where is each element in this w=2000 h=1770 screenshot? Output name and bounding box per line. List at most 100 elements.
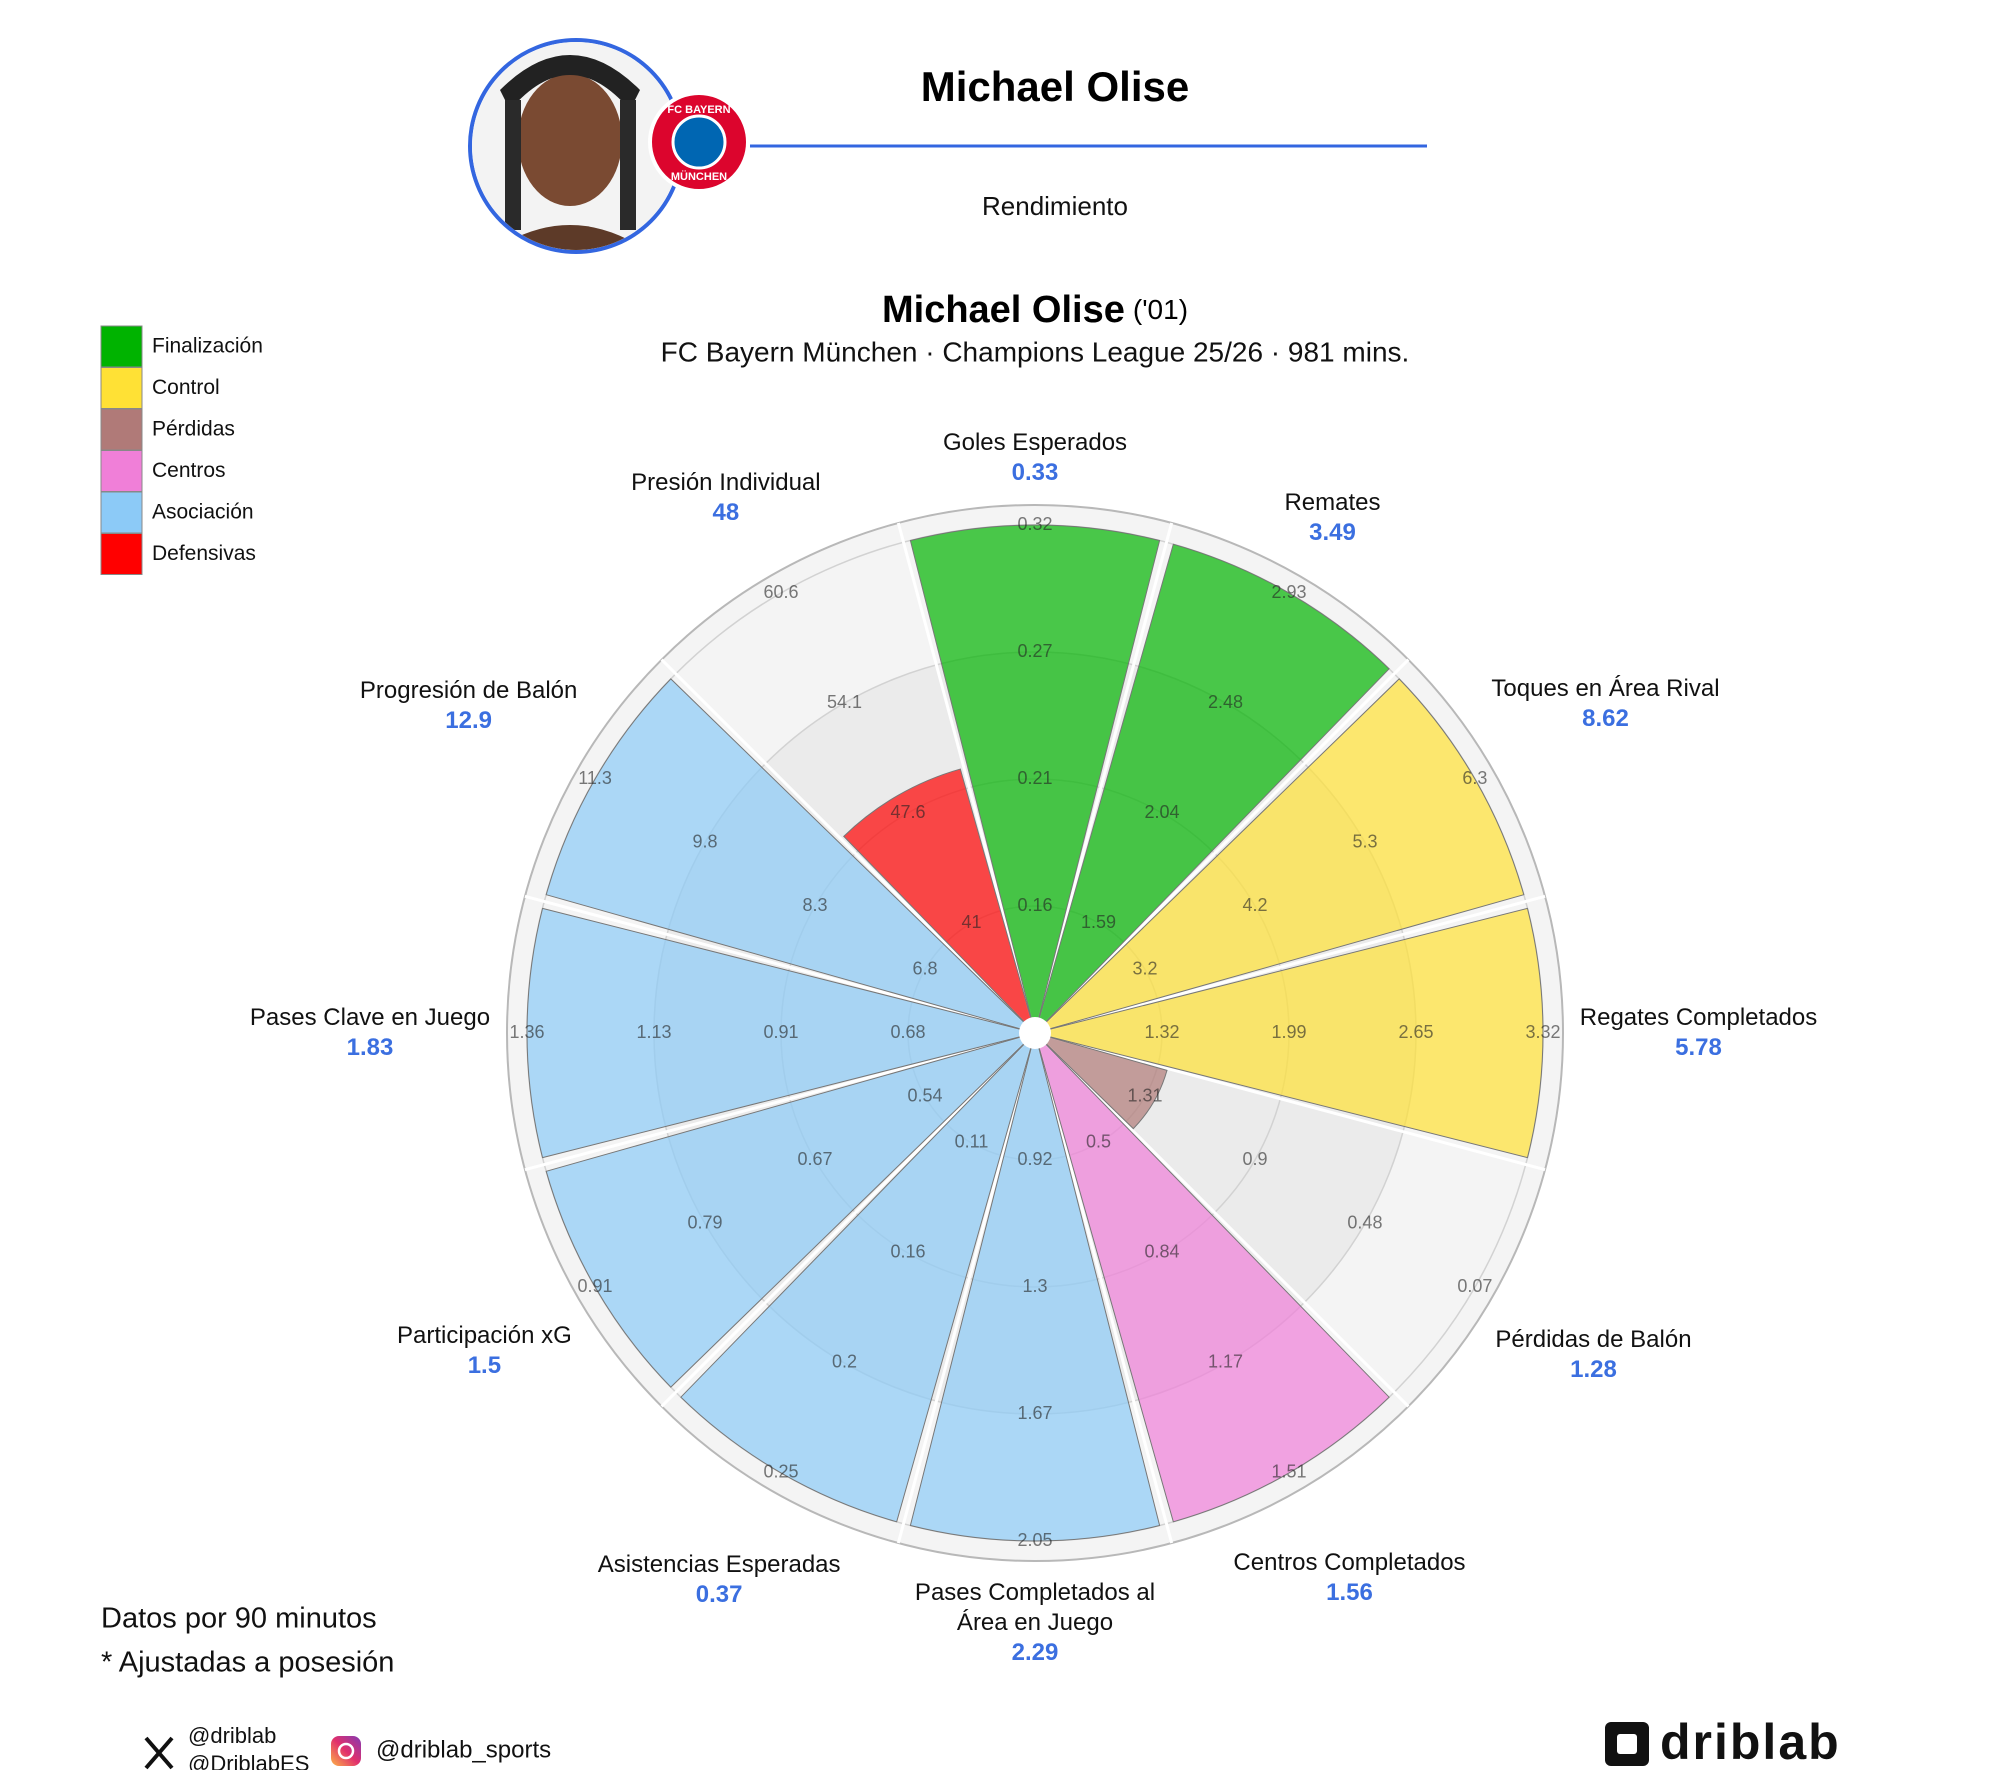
metric-name: Asistencias Esperadas <box>597 1551 841 1579</box>
spoke <box>660 1031 1037 1408</box>
header-name: Michael Olise <box>921 63 1189 110</box>
bar <box>1034 543 1390 1034</box>
segment-tick-label: 0.2 <box>832 1352 857 1372</box>
segment-tick-label: 0.16 <box>890 1242 925 1262</box>
segment-tick-label: 54.1 <box>827 692 862 712</box>
metric-label: Asistencias Esperadas 0.37 <box>598 1550 841 1610</box>
metric-label: Regates Completados 5.78 <box>1580 1003 1817 1063</box>
legend-label: Finalización <box>152 335 263 358</box>
segment-tick-label: 8.3 <box>803 895 828 915</box>
metric-name: Regates Completados <box>1579 1004 1818 1031</box>
segment-tick-label: 2.93 <box>1271 582 1306 602</box>
segment-tick-label: 1.31 <box>1127 1085 1162 1105</box>
segment-tick-label: 0.84 <box>1144 1242 1179 1262</box>
segment-tick-label: 2.48 <box>1208 692 1243 712</box>
metric-name: Pases Clave en Juego <box>249 1004 491 1031</box>
header-section: Rendimiento <box>982 191 1128 221</box>
instagram-handle: @driblab_sports <box>376 1736 551 1763</box>
metric-label: Remates 3.49 <box>1284 488 1380 548</box>
metric-label: Toques en Área Rival 8.62 <box>1491 674 1719 734</box>
metric-label: Progresión de Balón 12.9 <box>360 676 577 736</box>
metric-label: Goles Esperados 0.33 <box>943 428 1127 488</box>
metric-value: 0.37 <box>695 1581 743 1609</box>
spoke <box>1033 522 1174 1034</box>
metric-value: 1.83 <box>346 1034 394 1061</box>
segment-tick-label: 9.8 <box>693 831 718 851</box>
segment-tick-label: 1.17 <box>1208 1352 1243 1372</box>
spoke <box>524 894 1036 1035</box>
segment-tick-label: 1.51 <box>1271 1462 1306 1482</box>
metric-label: Centros Completados 1.56 <box>1233 1548 1465 1608</box>
segment-tick-label: 1.59 <box>1081 912 1116 932</box>
center-hole <box>1019 1017 1051 1049</box>
metric-name: Centros Completados <box>1233 1548 1466 1576</box>
badge-text: FC BAYERN <box>667 104 730 116</box>
metric-value: 3.49 <box>1309 518 1356 546</box>
legend-swatch <box>100 367 143 409</box>
segment-tick-label: 2.65 <box>1398 1022 1433 1042</box>
spoke <box>1033 1032 1174 1544</box>
bar <box>545 678 1036 1034</box>
metric-name: Pérdidas de Balón <box>1495 1326 1692 1354</box>
chart-title-group: Michael Olise ('01) <box>882 289 1188 331</box>
chart-title: Michael Olise <box>882 289 1125 331</box>
segment-tick-label: 0.27 <box>1017 641 1052 661</box>
bar <box>909 1032 1161 1542</box>
bar <box>1034 1032 1168 1130</box>
metric-name: Toques en Área Rival <box>1491 674 1720 702</box>
legend-swatch <box>100 450 143 492</box>
x-handle: @DriblabES <box>188 1751 309 1770</box>
spoke <box>1033 1031 1410 1408</box>
note: * Ajustadas a posesión <box>101 1647 394 1679</box>
spoke <box>896 1032 1037 1544</box>
bar <box>909 524 1161 1034</box>
segment-tick-label: 0.07 <box>1457 1276 1492 1296</box>
segment-tick-label: 3.2 <box>1132 958 1157 978</box>
segment-tick-label: 0.48 <box>1347 1212 1382 1232</box>
metric-label: Presión Individual 48 <box>631 468 820 528</box>
segment-tick-label: 0.91 <box>763 1022 798 1042</box>
segment-tick-label: 0.25 <box>763 1462 798 1482</box>
legend-swatch <box>100 491 143 534</box>
spoke <box>1034 1031 1546 1172</box>
metric-name: Progresión de Balón <box>359 677 578 705</box>
segment-tick-label: 0.5 <box>1086 1132 1111 1152</box>
metric-name: Presión Individual <box>631 468 821 496</box>
brand: driblab <box>1660 1714 1841 1770</box>
segment-tick-label: 0.11 <box>955 1132 989 1152</box>
metric-value: 8.62 <box>1582 704 1629 732</box>
metric-value: 5.78 <box>1675 1034 1722 1061</box>
x-icon <box>144 1736 174 1770</box>
bar <box>545 1032 1036 1388</box>
bar <box>843 768 1036 1034</box>
metric-label: Pérdidas de Balón 1.28 <box>1495 1325 1691 1385</box>
segment-tick-label: 0.21 <box>1017 768 1052 788</box>
spoke <box>896 522 1037 1034</box>
plot: Finalización Control Pérdidas Centros Asocia… <box>100 325 1564 1562</box>
player-photo <box>472 42 680 250</box>
metric-label: Pases Completados al Área en Juego 2.29 <box>915 1578 1155 1668</box>
metric-name: Participación xG <box>397 1321 572 1349</box>
legend-swatch <box>100 325 143 368</box>
legend-label: Pérdidas <box>152 418 235 441</box>
legend-label: Defensivas <box>152 542 256 565</box>
instagram-icon-lens <box>337 1742 355 1760</box>
metric-value: 12.9 <box>445 707 492 735</box>
badge-text: MÜNCHEN <box>671 170 727 183</box>
segment-tick-label: 0.68 <box>890 1022 925 1042</box>
segment-tick-label: 6.8 <box>912 958 937 978</box>
segment-tick-label: 1.13 <box>636 1022 671 1042</box>
metric-value: 1.5 <box>467 1351 502 1379</box>
bar <box>680 1032 1036 1523</box>
legend-swatch <box>100 408 143 451</box>
metric-value: 1.28 <box>1570 1356 1617 1384</box>
segment-tick-label: 60.6 <box>763 582 798 602</box>
x-handle: @driblab <box>188 1723 276 1748</box>
chart-subtitle: FC Bayern München · Champions League 25/… <box>661 336 1410 367</box>
segment-tick-label: 2.04 <box>1144 802 1179 822</box>
segment-tick-label: 4.2 <box>1242 895 1267 915</box>
bar <box>1034 678 1525 1034</box>
spoke <box>1033 658 1410 1035</box>
